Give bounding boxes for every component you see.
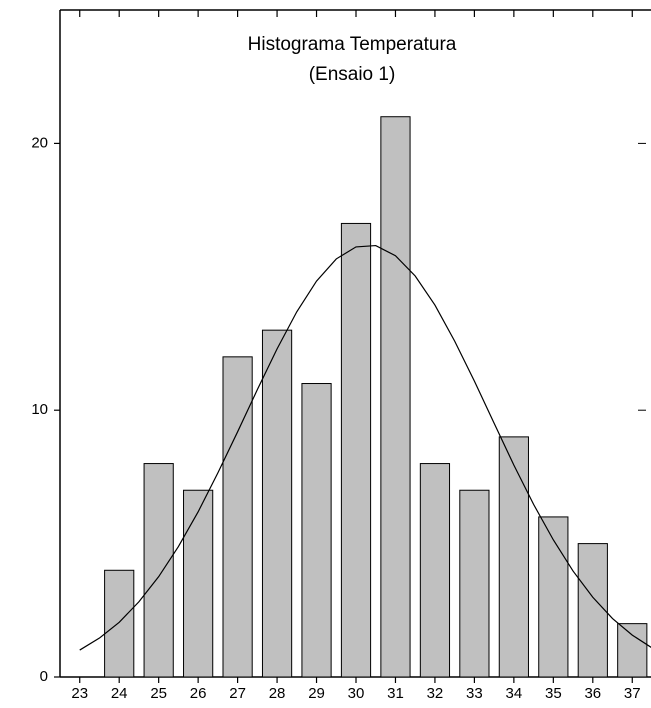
y-tick-label: 10	[31, 401, 48, 418]
bar	[104, 569, 135, 678]
fit-curve	[79, 244, 651, 651]
x-tick-label: 30	[348, 685, 365, 702]
bar	[301, 383, 332, 678]
y-tick-label: 20	[31, 134, 48, 151]
bar	[498, 436, 529, 678]
x-tick-label: 28	[269, 685, 286, 702]
bar	[183, 489, 214, 678]
x-tick-label: 31	[387, 685, 404, 702]
x-tick-label: 34	[506, 685, 523, 702]
chart-subtitle: (Ensaio 1)	[309, 64, 396, 85]
y-tick-label: 0	[40, 668, 48, 685]
bar	[143, 463, 174, 678]
bar	[419, 463, 451, 678]
bar	[577, 543, 608, 678]
bar	[459, 489, 490, 678]
x-tick-label: 32	[427, 685, 444, 702]
x-tick-label: 29	[308, 685, 325, 702]
bar	[617, 623, 648, 678]
chart-title: Histograma Temperatura	[248, 34, 457, 55]
bar	[222, 356, 253, 678]
x-tick-label: 33	[466, 685, 483, 702]
x-tick-label: 24	[111, 685, 128, 702]
bar	[380, 116, 411, 678]
x-tick-label: 37	[624, 685, 641, 702]
x-tick-label: 23	[71, 685, 88, 702]
x-tick-label: 27	[229, 685, 246, 702]
x-tick-label: 25	[150, 685, 167, 702]
x-tick-label: 36	[584, 685, 601, 702]
x-tick-label: 35	[545, 685, 562, 702]
bar	[538, 516, 569, 678]
bar	[340, 222, 372, 678]
x-tick-label: 26	[190, 685, 207, 702]
bar	[261, 329, 293, 678]
